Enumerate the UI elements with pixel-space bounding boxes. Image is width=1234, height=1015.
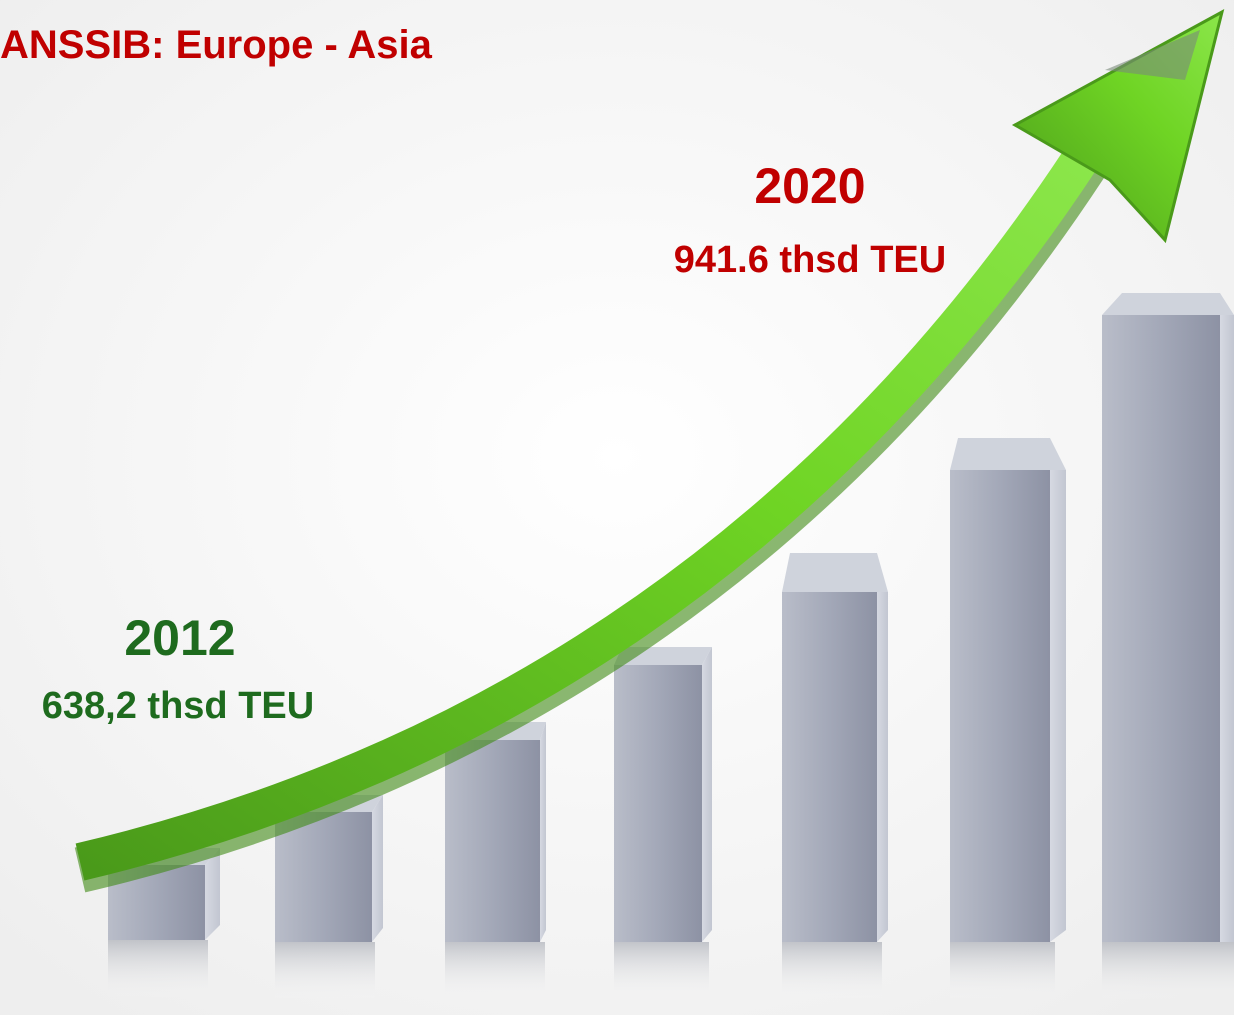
bar	[108, 848, 220, 1000]
bar	[445, 722, 546, 1002]
bar	[614, 647, 712, 1002]
volume-label: 638,2 thsd TEU	[42, 685, 314, 727]
growth-arrow	[74, 9, 1225, 893]
year-label: 2020	[754, 158, 865, 214]
bar	[950, 438, 1066, 1002]
title: ANSSIB: Europe - Asia	[0, 23, 433, 67]
bar	[1102, 293, 1234, 1002]
volume-label: 941.6 thsd TEU	[674, 239, 946, 281]
bar	[782, 553, 888, 1002]
bars	[108, 293, 1234, 1002]
year-label: 2012	[124, 610, 235, 666]
